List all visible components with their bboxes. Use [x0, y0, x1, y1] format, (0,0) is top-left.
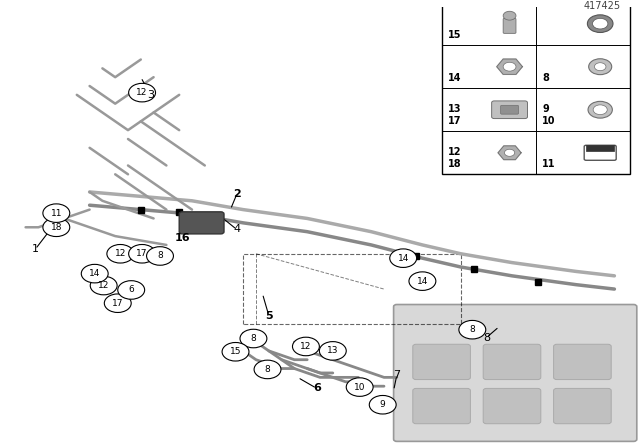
FancyBboxPatch shape: [503, 18, 516, 33]
Polygon shape: [497, 59, 522, 74]
Circle shape: [589, 59, 612, 75]
Text: 17: 17: [136, 249, 148, 258]
FancyBboxPatch shape: [584, 145, 616, 160]
Text: 12
18: 12 18: [448, 147, 461, 169]
Circle shape: [240, 329, 267, 348]
Circle shape: [588, 101, 612, 118]
Circle shape: [81, 264, 108, 283]
FancyBboxPatch shape: [554, 344, 611, 379]
Text: 12: 12: [98, 281, 109, 290]
Circle shape: [409, 272, 436, 290]
Text: 3: 3: [147, 90, 154, 100]
Circle shape: [503, 11, 516, 20]
FancyBboxPatch shape: [554, 388, 611, 424]
Circle shape: [129, 245, 156, 263]
Text: 11: 11: [543, 159, 556, 169]
FancyBboxPatch shape: [483, 344, 541, 379]
FancyBboxPatch shape: [179, 212, 224, 234]
Text: 12: 12: [115, 249, 126, 258]
Text: 15: 15: [448, 30, 461, 40]
Text: 1: 1: [32, 244, 38, 254]
Text: 8: 8: [483, 332, 490, 343]
Text: 16: 16: [175, 233, 190, 243]
Circle shape: [369, 396, 396, 414]
Text: 18: 18: [51, 223, 62, 232]
Text: 8: 8: [265, 365, 270, 374]
Circle shape: [129, 83, 156, 102]
Text: 14: 14: [89, 269, 100, 278]
Circle shape: [346, 378, 373, 396]
Text: 6: 6: [313, 383, 321, 393]
Circle shape: [90, 276, 117, 295]
Circle shape: [319, 342, 346, 360]
Text: 8: 8: [251, 334, 256, 343]
Text: 14: 14: [397, 254, 409, 263]
Circle shape: [107, 245, 134, 263]
Text: 6: 6: [129, 285, 134, 294]
Circle shape: [43, 204, 70, 222]
Circle shape: [595, 63, 606, 71]
Circle shape: [292, 337, 319, 356]
Text: 9: 9: [380, 400, 385, 409]
Circle shape: [147, 247, 173, 265]
Circle shape: [43, 218, 70, 237]
Text: 10: 10: [354, 383, 365, 392]
FancyBboxPatch shape: [500, 105, 518, 114]
Text: 13: 13: [327, 346, 339, 355]
FancyBboxPatch shape: [413, 388, 470, 424]
Text: 15: 15: [230, 347, 241, 356]
Circle shape: [503, 62, 516, 71]
Text: 17: 17: [112, 299, 124, 308]
FancyBboxPatch shape: [442, 2, 630, 174]
Circle shape: [593, 18, 608, 29]
Circle shape: [504, 149, 515, 156]
FancyBboxPatch shape: [586, 145, 614, 151]
Polygon shape: [498, 146, 521, 159]
Text: 8: 8: [157, 251, 163, 260]
Text: 417425: 417425: [584, 1, 621, 11]
Text: 4: 4: [233, 224, 241, 234]
FancyBboxPatch shape: [413, 344, 470, 379]
Circle shape: [222, 342, 249, 361]
Text: 8: 8: [543, 73, 549, 83]
Circle shape: [104, 294, 131, 312]
FancyBboxPatch shape: [394, 305, 637, 441]
Text: 7: 7: [393, 370, 401, 380]
Text: 2: 2: [233, 189, 241, 199]
Text: 8: 8: [470, 325, 475, 334]
Text: 14: 14: [417, 276, 428, 286]
Text: 13
17: 13 17: [448, 104, 461, 126]
Text: 11: 11: [51, 209, 62, 218]
FancyBboxPatch shape: [492, 101, 527, 119]
Circle shape: [459, 320, 486, 339]
Circle shape: [118, 281, 145, 299]
Circle shape: [593, 105, 607, 115]
Text: 14: 14: [448, 73, 461, 83]
Text: 9
10: 9 10: [543, 104, 556, 126]
FancyBboxPatch shape: [483, 388, 541, 424]
Circle shape: [588, 15, 613, 33]
Text: 12: 12: [136, 88, 148, 97]
Text: 5: 5: [265, 310, 273, 321]
Text: 12: 12: [300, 342, 312, 351]
Circle shape: [390, 249, 417, 267]
Circle shape: [254, 360, 281, 379]
